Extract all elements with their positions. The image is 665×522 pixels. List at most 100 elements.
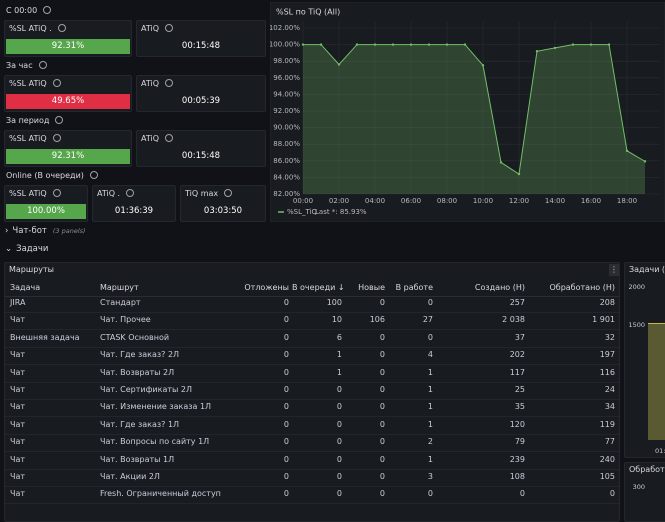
point: [481, 64, 485, 67]
cell-text: Чат: [10, 454, 26, 464]
cell-number: 2 038: [502, 315, 525, 325]
cell-number: 105: [599, 472, 615, 481]
column-header: Маршрут: [100, 283, 139, 292]
y-tick-label: 94.00%: [273, 90, 300, 98]
stat-panel: %SL ATiQ . 92.31%: [4, 20, 132, 57]
cell-number: 100: [326, 298, 342, 307]
cell-text: Fresh. Ограниченный доступ: [100, 489, 221, 499]
cell-number: 0: [379, 385, 385, 394]
info-icon[interactable]: [224, 189, 233, 197]
row-header[interactable]: ⌄ Задачи: [5, 243, 48, 255]
chevron[interactable]: ⌄: [5, 244, 13, 254]
column-header: В очереди ↓: [292, 283, 345, 292]
cell-number: 0: [283, 402, 289, 412]
cell-number: 1: [427, 367, 433, 377]
cell-number: 27: [422, 315, 433, 325]
x-tick-label: 16:00: [581, 197, 601, 205]
info-icon[interactable]: [52, 134, 61, 142]
cell-number: 79: [514, 437, 525, 447]
cell-number: 1 901: [592, 315, 615, 325]
cell-text: JIRA: [10, 298, 26, 307]
side-tick: 1500: [628, 321, 645, 329]
info-icon[interactable]: [52, 189, 61, 197]
y-tick-label: 90.00%: [273, 124, 300, 132]
stat-title-text: %SL ATiQ: [9, 79, 47, 88]
cell-number: 119: [599, 419, 615, 429]
cell-text: Чат. Возвраты 2Л: [100, 367, 175, 377]
cell-number: 37: [514, 332, 525, 342]
cell-text: Чат. Изменение заказа 1Л: [100, 402, 212, 412]
y-tick-label: 98.00%: [273, 57, 300, 65]
cell-number: 0: [336, 385, 342, 394]
y-tick-label: 102.00%: [270, 24, 300, 32]
cell-text: Чат: [10, 402, 26, 412]
cell-number: 0: [283, 454, 289, 464]
stat-panel: ATiQ 00:15:48: [136, 20, 266, 57]
cell-text: Чат. Где заказ? 1Л: [100, 419, 180, 429]
cell-number: 0: [283, 472, 289, 481]
column-header: В работе: [395, 283, 433, 292]
cell-number: 0: [427, 489, 433, 499]
point: [499, 161, 503, 164]
info-icon[interactable]: [89, 171, 98, 179]
cell-number: 106: [369, 315, 385, 325]
group-title-text: За час: [6, 61, 33, 70]
stat-title-text: %SL ATiQ: [9, 134, 47, 143]
cell-number: 0: [379, 472, 385, 481]
y-tick-label: 84.00%: [273, 173, 300, 181]
point: [517, 172, 521, 176]
info-icon[interactable]: [165, 134, 174, 142]
row-sep: [5, 346, 619, 348]
info-icon[interactable]: [126, 189, 135, 197]
chevron[interactable]: ›: [5, 226, 9, 236]
group-title: За час: [6, 60, 47, 72]
cell-number: 120: [509, 419, 525, 429]
stat-title: %SL ATiQ: [9, 133, 61, 145]
group-title: Online (В очереди): [6, 170, 98, 182]
stat-panel: ATiQ 00:15:48: [136, 130, 266, 167]
point: [463, 43, 467, 46]
table-panel: Маршруты ⋮ Задача Маршрут Отложены В очереди …: [4, 262, 620, 522]
x-tick-label: 14:00: [545, 197, 565, 205]
stat-value: 01:36:39: [114, 206, 154, 216]
row-header[interactable]: › Чат-бот (3 panels): [5, 225, 86, 237]
cell-text: Чат: [10, 489, 26, 499]
cell-number: 240: [599, 454, 615, 464]
row-sep: [5, 433, 619, 435]
row-sep: [5, 329, 619, 331]
cell-number: 1: [427, 454, 433, 464]
cell-number: 117: [509, 367, 525, 377]
info-icon[interactable]: [165, 79, 174, 87]
point: [373, 43, 377, 46]
cell-number: 0: [336, 454, 342, 464]
info-icon[interactable]: [52, 79, 61, 87]
header-sep: [5, 296, 619, 297]
row-sep: [5, 381, 619, 383]
cell-number: 0: [283, 419, 289, 429]
x-tick-label: 02:00: [329, 197, 349, 205]
side-title: Обработа: [629, 465, 665, 474]
info-icon[interactable]: [57, 24, 66, 32]
stat-title-text: ATiQ: [141, 79, 160, 88]
stat-value: 100.00%: [6, 204, 86, 219]
cell-number: 0: [283, 332, 289, 342]
chart-panel: %SL по TiQ (All) 82.00% 84.00% 86.00% 88.00…: [270, 2, 665, 222]
info-icon[interactable]: [38, 61, 47, 69]
info-icon[interactable]: [165, 24, 174, 32]
cell-text: Внешняя задача: [10, 332, 80, 342]
cell-number: 0: [336, 419, 342, 429]
cell-number: 0: [283, 385, 289, 394]
info-icon[interactable]: [55, 116, 64, 124]
cell-number: 108: [509, 472, 525, 481]
point: [643, 160, 647, 163]
cell-text: Чат: [10, 419, 26, 429]
cell-number: 0: [427, 298, 433, 307]
stat-title-text: ATiQ: [141, 24, 160, 33]
cell-text: Чат. Возвраты 1Л: [100, 454, 175, 464]
menu-icon[interactable]: ⋮: [609, 264, 619, 276]
info-icon[interactable]: [43, 6, 52, 14]
cell-number: 0: [379, 402, 385, 412]
point: [535, 50, 539, 53]
legend-label: %SL_TiQ: [287, 208, 318, 216]
